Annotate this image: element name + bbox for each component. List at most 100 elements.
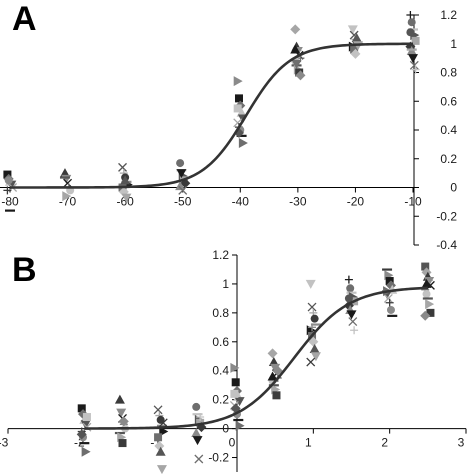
data-point — [308, 336, 319, 347]
y-tick-label: -0.4 — [436, 238, 457, 252]
panel-label-b: B — [12, 251, 37, 289]
data-point — [230, 389, 239, 398]
data-point — [194, 454, 204, 464]
x-tick-label: 1 — [305, 436, 312, 450]
chart-a: -80 -70 -60 -50 -40 -30 -20 -10-0.4-0.200.20.40… — [0, 8, 457, 252]
data-point — [236, 134, 247, 137]
data-point — [80, 420, 91, 430]
data-point — [344, 294, 353, 303]
data-point — [350, 48, 361, 59]
data-point — [82, 422, 92, 432]
data-point — [116, 408, 127, 418]
x-tick-label: -60 — [116, 195, 134, 209]
data-point — [196, 418, 205, 427]
data-point — [426, 308, 435, 317]
data-point — [81, 446, 91, 457]
data-point — [114, 394, 125, 404]
data-point — [272, 391, 281, 400]
data-point — [272, 365, 283, 376]
data-point — [406, 48, 417, 51]
data-point — [77, 404, 86, 413]
y-tick-label: 1 — [222, 277, 229, 291]
x-tick-label: -20 — [347, 195, 365, 209]
y-tick-label: -0.2 — [436, 209, 457, 223]
data-point — [5, 209, 15, 212]
data-point — [351, 33, 362, 42]
data-point — [192, 436, 203, 446]
x-tick-label: 0 — [229, 436, 236, 450]
data-point — [290, 44, 301, 54]
data-point — [155, 446, 166, 456]
fit-curve — [10, 42, 414, 189]
data-point — [120, 175, 131, 185]
y-tick-label: 1 — [450, 37, 457, 51]
data-point — [230, 362, 240, 373]
x-tick-label: -50 — [174, 195, 192, 209]
data-point — [420, 310, 431, 321]
panel-label-a: A — [12, 0, 37, 38]
data-point — [350, 45, 359, 54]
data-point — [154, 433, 163, 442]
data-point — [158, 418, 168, 428]
x-tick-label: -3 — [0, 436, 9, 450]
data-point — [350, 326, 359, 335]
data-point — [421, 262, 430, 271]
data-point — [192, 413, 203, 416]
data-point — [406, 28, 415, 37]
data-point — [234, 397, 245, 407]
data-point — [176, 169, 187, 179]
x-tick-label: -40 — [232, 195, 250, 209]
y-tick-label: 0.4 — [212, 364, 229, 378]
data-point — [79, 442, 90, 445]
data-point — [346, 291, 357, 294]
y-tick-label: 0.2 — [440, 152, 457, 166]
data-point — [310, 323, 321, 326]
data-point — [196, 413, 205, 422]
data-point — [310, 314, 319, 323]
data-point — [268, 357, 279, 367]
x-tick-label: -1 — [150, 436, 161, 450]
y-tick-label: 0.8 — [440, 66, 457, 80]
data-point — [406, 11, 415, 19]
data-point — [386, 305, 395, 314]
data-point — [63, 178, 73, 188]
data-point — [156, 424, 167, 427]
y-tick-label: 0.2 — [212, 393, 229, 407]
data-point — [62, 191, 72, 202]
data-point — [422, 290, 431, 299]
data-point — [235, 420, 245, 431]
data-points — [76, 262, 435, 474]
data-point — [309, 344, 320, 354]
data-point — [290, 24, 301, 35]
data-point — [308, 323, 317, 332]
data-point — [191, 427, 202, 437]
data-point — [153, 405, 163, 415]
data-point — [234, 94, 243, 103]
y-tick-label: -0.2 — [208, 451, 229, 465]
data-point — [233, 104, 242, 113]
data-point — [192, 402, 201, 411]
data-point — [344, 275, 353, 284]
x-tick-label: 3 — [458, 436, 465, 450]
data-point — [233, 76, 243, 87]
data-point — [385, 298, 394, 307]
data-point — [3, 186, 12, 195]
data-point — [421, 278, 432, 288]
y-tick-label: 1.2 — [212, 248, 229, 262]
data-point — [118, 439, 127, 448]
data-point — [411, 36, 420, 45]
data-point — [121, 193, 132, 203]
y-tick-label: 0.6 — [212, 335, 229, 349]
data-point — [306, 357, 316, 367]
y-tick-label: 0.4 — [440, 123, 457, 137]
data-point — [4, 176, 13, 185]
data-point — [387, 314, 398, 317]
data-point — [408, 54, 418, 64]
data-point — [422, 297, 433, 300]
data-point — [175, 181, 186, 191]
fit-curve — [84, 286, 428, 430]
data-point — [156, 465, 167, 474]
x-tick-label: 2 — [381, 436, 388, 450]
data-point — [346, 284, 355, 293]
